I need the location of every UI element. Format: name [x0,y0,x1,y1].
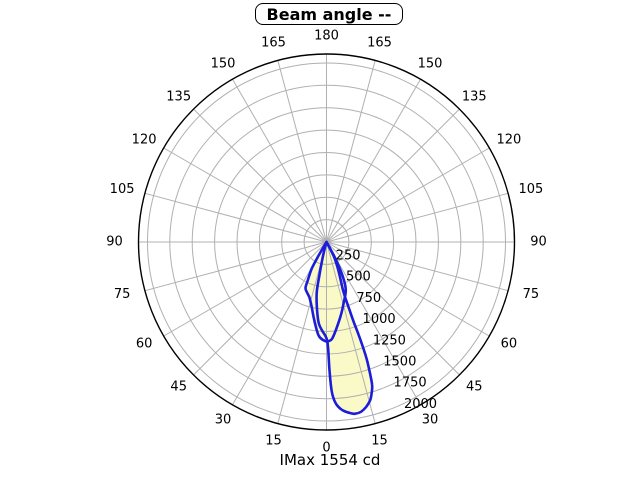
theta-gridline-135 [326,108,460,243]
angle-label-45-left: 45 [170,379,187,394]
theta-gridline-345 [277,241,327,424]
polar-outer-circle [137,53,516,431]
theta-gridline-150 [326,78,421,243]
r-tick-label-1500: 1500 [383,355,416,370]
angle-label-30-right: 30 [422,412,439,427]
theta-gridline-120 [326,147,490,243]
angle-label-135-right: 135 [462,90,487,105]
theta-gridline-195 [277,60,327,243]
theta-gridline-105 [326,192,509,243]
angle-label-120-left: 120 [132,133,157,148]
theta-gridline-45 [326,241,460,376]
angle-label-165-right: 165 [367,36,392,51]
imax-label: IMax 1554 cd [279,451,381,469]
angle-label-15-right: 15 [371,433,388,448]
angle-label-30-left: 30 [215,412,232,427]
theta-gridline-225 [193,108,327,243]
angle-label-75-left: 75 [114,287,131,302]
theta-gridline-240 [163,147,327,243]
angle-label-105-left: 105 [110,182,135,197]
angle-label-90-left: 90 [106,235,123,250]
beam-lobe-outer-fill [316,242,373,414]
r-tick-label-1250: 1250 [373,333,406,348]
angle-label-150-left: 150 [211,57,236,72]
theta-gridline-210 [232,78,327,243]
theta-gridline-60 [326,241,490,337]
angle-label-45-right: 45 [466,379,483,394]
theta-gridline-315 [193,241,327,376]
theta-gridline-30 [326,241,421,406]
theta-gridline-255 [144,192,327,243]
r-tick-label-250: 250 [336,249,361,264]
r-tick-label-1750: 1750 [394,376,427,391]
theta-gridline-285 [144,241,327,292]
angle-label-120-right: 120 [496,133,521,148]
angle-label-180-right: 180 [314,29,339,44]
angle-label-0-right: 0 [322,441,330,456]
r-tick-label-500: 500 [346,270,371,285]
angle-label-90-right: 90 [530,235,547,250]
r-tick-label-1000: 1000 [363,312,396,327]
angle-label-165-left: 165 [261,36,286,51]
angle-label-75-right: 75 [523,287,540,302]
theta-gridline-165 [326,60,376,243]
theta-gridline-300 [163,241,327,337]
theta-gridline-15 [326,241,376,424]
chart-title-box: Beam angle -- [255,3,403,25]
chart-title: Beam angle -- [266,4,392,24]
angle-label-150-right: 150 [418,57,443,72]
beam-lobe-inner-outline [304,240,348,343]
angle-label-135-left: 135 [166,90,191,105]
angle-label-60-right: 60 [501,337,518,352]
beam-lobe-outer-outline [315,240,374,416]
angle-label-60-left: 60 [136,337,153,352]
angle-label-105-right: 105 [518,182,543,197]
r-tick-label-750: 750 [356,291,381,306]
angle-label-15-left: 15 [265,433,282,448]
r-tick-label-2000: 2000 [404,397,437,412]
theta-gridline-75 [326,241,509,292]
